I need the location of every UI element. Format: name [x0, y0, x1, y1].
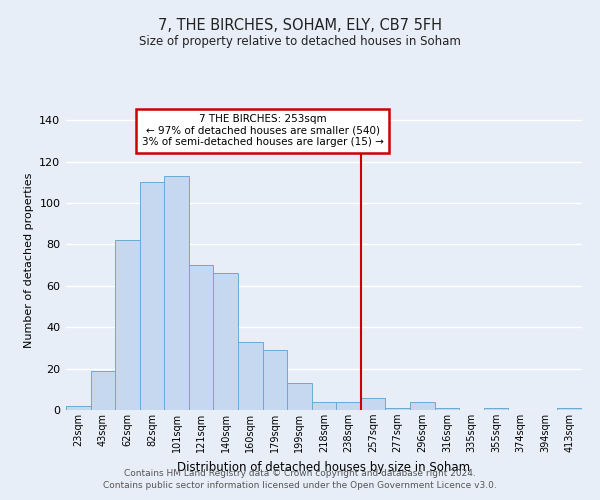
Text: 7, THE BIRCHES, SOHAM, ELY, CB7 5FH: 7, THE BIRCHES, SOHAM, ELY, CB7 5FH	[158, 18, 442, 32]
Bar	[115, 240, 140, 410]
Bar	[434, 408, 459, 410]
Bar	[410, 402, 434, 410]
Text: 7 THE BIRCHES: 253sqm
← 97% of detached houses are smaller (540)
3% of semi-deta: 7 THE BIRCHES: 253sqm ← 97% of detached …	[142, 114, 383, 148]
Bar	[361, 398, 385, 410]
Bar	[91, 370, 115, 410]
Text: Contains HM Land Registry data © Crown copyright and database right 2024.: Contains HM Land Registry data © Crown c…	[124, 468, 476, 477]
Bar	[385, 408, 410, 410]
X-axis label: Distribution of detached houses by size in Soham: Distribution of detached houses by size …	[178, 460, 470, 473]
Bar	[312, 402, 336, 410]
Y-axis label: Number of detached properties: Number of detached properties	[24, 172, 34, 348]
Bar	[140, 182, 164, 410]
Bar	[484, 408, 508, 410]
Bar	[336, 402, 361, 410]
Text: Contains public sector information licensed under the Open Government Licence v3: Contains public sector information licen…	[103, 481, 497, 490]
Bar	[557, 408, 582, 410]
Bar	[238, 342, 263, 410]
Bar	[287, 383, 312, 410]
Bar	[214, 274, 238, 410]
Bar	[164, 176, 189, 410]
Bar	[263, 350, 287, 410]
Bar	[189, 265, 214, 410]
Text: Size of property relative to detached houses in Soham: Size of property relative to detached ho…	[139, 35, 461, 48]
Bar	[66, 406, 91, 410]
